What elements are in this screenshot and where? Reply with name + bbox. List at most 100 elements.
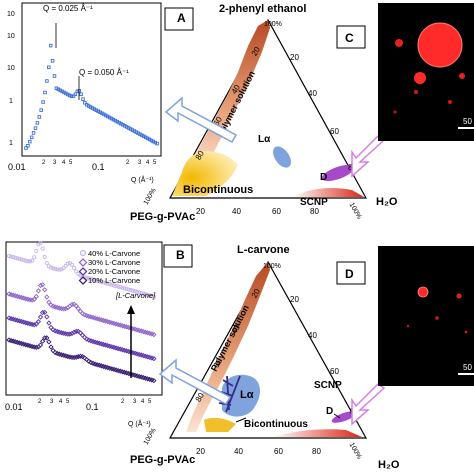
ternary-top: 2-phenyl ethanol 100% 100% 100% PEG-g-PV… <box>130 3 398 223</box>
plot-b-marker <box>147 293 152 298</box>
plot-b-marker <box>71 329 77 335</box>
bottom-title: L-carvone <box>237 244 290 256</box>
svg-text:5: 5 <box>66 399 70 405</box>
plot-b-marker <box>42 287 48 293</box>
top-label-la: Lα <box>258 134 271 145</box>
plot-b-marker <box>120 285 125 290</box>
plot-b-marker <box>90 277 96 282</box>
plot-b-series <box>6 240 157 384</box>
plot-b-marker <box>124 286 129 291</box>
plot-a-ytick-3: 10 <box>7 65 15 72</box>
plot-b-marker <box>128 288 133 293</box>
top-label-d: D <box>320 172 327 183</box>
bottom-label-d: D <box>326 406 333 417</box>
plot-b-marker <box>33 293 39 300</box>
plot-a-marker <box>81 97 85 101</box>
plot-a-marker <box>33 126 38 130</box>
plot-b-marker <box>11 255 16 260</box>
svg-text:20: 20 <box>290 295 299 304</box>
plot-b-marker <box>39 338 46 344</box>
plot-b-marker <box>84 275 89 280</box>
plot-a-marker <box>79 92 83 96</box>
plot-a-marker <box>47 65 51 70</box>
plot-b-marker <box>88 276 93 281</box>
plot-b-marker <box>46 299 52 305</box>
plot-b-marker <box>48 302 54 308</box>
panel-label-a: A <box>177 11 186 25</box>
plot-b-marker <box>17 256 22 261</box>
plot-b-marker <box>139 290 144 296</box>
plot-b-xtick-major-1: 0.01 <box>5 402 23 412</box>
top-axis-right: H₂O <box>376 196 398 208</box>
region-d-top <box>321 164 355 182</box>
plot-b-marker <box>42 254 47 259</box>
plot-a-annotation-2: Q = 0.050 Å⁻¹ <box>79 68 129 77</box>
plot-b-marker <box>44 314 50 320</box>
plot-a-xtick-major-1: 0.01 <box>8 162 26 172</box>
svg-text:40: 40 <box>232 207 241 216</box>
plot-b-marker <box>40 246 45 251</box>
plot-b-marker <box>9 254 14 259</box>
plot-b-marker <box>78 273 83 278</box>
top-label-bicontinuous: Bicontinuous <box>183 184 253 196</box>
region-la-top <box>273 146 291 168</box>
plot-a-ytick-4: 1 <box>9 98 13 105</box>
panel-label-b: B <box>176 248 185 262</box>
plot-a-marker <box>50 59 55 63</box>
plot-a-marker <box>73 92 78 96</box>
plot-b-marker <box>151 377 157 384</box>
top-right-percent: 100% <box>348 202 363 221</box>
top-arrow-to-a <box>164 96 238 144</box>
svg-text:2: 2 <box>38 399 42 405</box>
plot-a-marker <box>26 144 30 148</box>
plot-a-marker <box>29 135 34 140</box>
svg-text:3: 3 <box>138 160 142 166</box>
svg-text:80: 80 <box>312 447 321 456</box>
region-scnp-top <box>292 188 364 197</box>
plot-b-marker <box>37 314 44 320</box>
top-apex-percent: 100% <box>264 21 282 28</box>
plot-b-marker <box>35 288 42 294</box>
plot-b-marker <box>73 303 79 309</box>
plot-b-marker <box>141 291 146 296</box>
plot-b-marker <box>44 261 49 266</box>
bottom-axis-right: H₂O <box>378 459 400 471</box>
plot-b-marker <box>15 256 20 261</box>
plot-a-marker <box>52 74 57 78</box>
bottom-right-percent: 100% <box>348 442 363 461</box>
svg-text:5: 5 <box>148 399 152 405</box>
plot-b-marker <box>65 261 70 266</box>
legend-10: 10% L-Carvone <box>88 276 140 285</box>
plot-a-annotation-1: Q = 0.025 Å⁻¹ <box>43 4 93 13</box>
plot-b-marker <box>114 283 119 289</box>
plot-a-marker <box>41 100 45 104</box>
plot-b-marker <box>63 263 68 268</box>
plot-a-xtick-major-2: 0.1 <box>92 162 105 172</box>
plot-a-marker <box>24 146 28 150</box>
plot-b-marker <box>57 267 62 272</box>
plot-b-marker <box>86 337 92 343</box>
plot-b-marker <box>34 248 39 253</box>
micrograph-c: 50 C <box>336 3 474 141</box>
plot-b-marker <box>30 258 35 263</box>
svg-text:5: 5 <box>69 160 73 166</box>
micrograph-d: 50 D <box>336 246 474 386</box>
svg-text:3: 3 <box>53 160 57 166</box>
svg-text:4: 4 <box>62 160 66 166</box>
plot-b-marker <box>111 283 117 288</box>
plot-b-xtick-major-2: 0.1 <box>86 402 99 412</box>
svg-text:4: 4 <box>146 160 150 166</box>
svg-text:40: 40 <box>308 331 317 340</box>
plot-b-marker <box>95 278 100 283</box>
top-label-scnp: SCNP <box>300 197 328 208</box>
plot-a-marker <box>35 121 40 125</box>
legend-20: 20% L-Carvone <box>88 267 140 276</box>
plot-b-minor-xticks: 2 3 4 5 2 3 4 5 <box>38 399 152 405</box>
plot-b-marker <box>145 292 150 297</box>
plot-b-marker <box>48 344 54 350</box>
plot-b-marker <box>31 296 37 303</box>
svg-text:60: 60 <box>272 207 281 216</box>
plot-b-marker <box>48 265 54 270</box>
plot-a-marker <box>43 90 47 95</box>
plot-b-marker <box>107 282 112 287</box>
